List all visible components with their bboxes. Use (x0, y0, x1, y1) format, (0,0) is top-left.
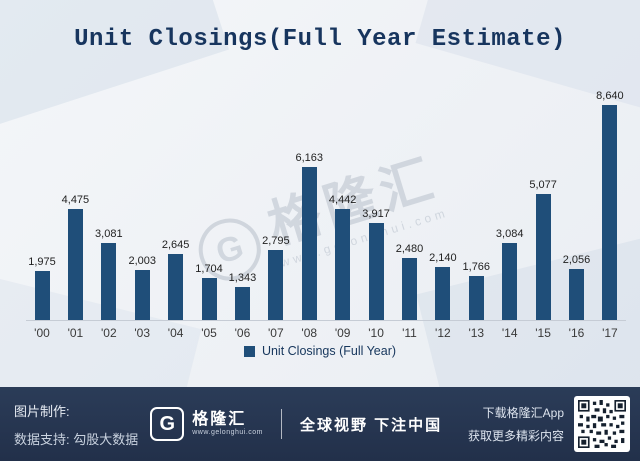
bar-column: 4,442 '09 (327, 194, 359, 340)
bar-column: 2,480 '11 (393, 243, 425, 340)
gelonghui-logo-icon: G (150, 407, 185, 441)
bar-value-label: 2,056 (562, 254, 591, 266)
bar-value-label: 1,343 (228, 272, 257, 284)
bar-value-label: 2,645 (161, 239, 190, 251)
footer-bar: 图片制作: 数据支持: 勾股大数据 G 格隆汇 www.gelonghui.co… (0, 387, 640, 461)
bar-value-label: 2,480 (395, 243, 424, 255)
bar-column: 2,003 '03 (126, 255, 158, 340)
bar-column: 1,975 '00 (26, 256, 58, 340)
x-tick-label: '16 (568, 326, 585, 340)
bar-value-label: 3,081 (95, 228, 123, 240)
more-content-label: 获取更多精彩内容 (467, 429, 564, 443)
bar-column: 1,704 '05 (193, 263, 225, 340)
x-tick-label: '15 (535, 326, 551, 340)
bar-value-label: 3,084 (495, 228, 524, 240)
bar-column: 3,084 '14 (494, 228, 526, 340)
bar (335, 209, 351, 320)
bar (401, 258, 417, 320)
data-support-label: 数据支持: 勾股大数据 (14, 431, 139, 447)
x-tick-label: '17 (602, 326, 618, 340)
bar-value-label: 6,163 (295, 152, 324, 164)
bar (201, 278, 217, 320)
bar (502, 243, 518, 320)
chart-legend: Unit Closings (Full Year) (0, 344, 640, 358)
x-tick-label: '00 (34, 326, 50, 340)
bar-value-label: 1,766 (462, 261, 491, 273)
bar-value-label: 1,704 (195, 263, 223, 275)
bar-column: 1,343 '06 (226, 272, 258, 340)
bar-value-label: 2,003 (128, 255, 156, 267)
download-app-label: 下载格隆汇App (482, 406, 564, 420)
bar (34, 271, 50, 320)
bar (569, 269, 584, 320)
footer-credits: 图片制作: 数据支持: 勾股大数据 (14, 401, 138, 448)
bar-column: 2,645 '04 (160, 239, 192, 340)
gelonghui-logo: G 格隆汇 www.gelonghui.com (150, 407, 263, 441)
bar-value-label: 5,077 (529, 179, 557, 191)
bar-column: 2,056 '16 (561, 254, 593, 340)
bar-chart: 1,975 '00 4,475 '01 3,081 '02 2,003 '03 2,645 '04… (26, 85, 626, 340)
x-tick-label: '10 (368, 326, 384, 340)
x-tick-label: '13 (468, 326, 485, 340)
bar (168, 254, 184, 320)
made-by-label: 图片制作: (14, 403, 70, 419)
x-tick-label: '09 (334, 326, 351, 340)
bar-column: 1,766 '13 (460, 261, 492, 340)
bar (435, 267, 451, 320)
bar (101, 243, 117, 320)
bar-column: 2,140 '12 (427, 252, 459, 340)
x-tick-label: '04 (167, 326, 184, 340)
bar-value-label: 1,975 (28, 256, 56, 268)
x-tick-label: '01 (67, 326, 84, 340)
page-title: Unit Closings(Full Year Estimate) (74, 26, 566, 53)
bar (535, 194, 551, 320)
bar (234, 287, 250, 320)
bar-value-label: 2,795 (262, 235, 290, 247)
bar-value-label: 4,442 (328, 194, 357, 206)
bar-column: 6,163 '08 (293, 152, 325, 340)
bar-value-label: 3,917 (362, 208, 390, 220)
bar (268, 250, 284, 320)
footer-divider (281, 409, 282, 439)
x-tick-label: '12 (435, 326, 451, 340)
bar-column: 5,077 '15 (527, 179, 559, 340)
bar (468, 276, 484, 320)
bar (602, 105, 618, 320)
download-promo: 下载格隆汇App 获取更多精彩内容 (468, 404, 564, 444)
qr-code (574, 396, 630, 452)
bar-column: 2,795 '07 (260, 235, 292, 340)
x-tick-label: '14 (501, 326, 518, 340)
bar-column: 8,640 '17 (594, 90, 626, 340)
bar-value-label: 2,140 (429, 252, 457, 264)
bar-column: 3,081 '02 (93, 228, 125, 340)
legend-swatch (243, 345, 255, 357)
gelonghui-logo-url: www.gelonghui.com (192, 428, 263, 436)
x-tick-label: '02 (100, 326, 117, 340)
bar (134, 270, 150, 320)
x-tick-label: '03 (134, 326, 151, 340)
x-tick-label: '07 (268, 326, 284, 340)
bar-column: 3,917 '10 (360, 208, 392, 340)
legend-label: Unit Closings (Full Year) (261, 344, 397, 358)
bar (301, 167, 317, 320)
bar-value-label: 4,475 (61, 194, 90, 206)
footer-slogan: 全球视野 下注中国 (300, 416, 443, 434)
gelonghui-logo-text: 格隆汇 (192, 411, 247, 429)
x-tick-label: '05 (201, 326, 217, 340)
x-axis-line (26, 320, 626, 321)
x-tick-label: '06 (234, 326, 251, 340)
bar (368, 223, 384, 320)
bar (67, 209, 83, 320)
x-tick-label: '08 (301, 326, 318, 340)
x-tick-label: '11 (402, 326, 417, 340)
bar-value-label: 8,640 (596, 90, 624, 102)
bar-column: 4,475 '01 (59, 194, 91, 340)
